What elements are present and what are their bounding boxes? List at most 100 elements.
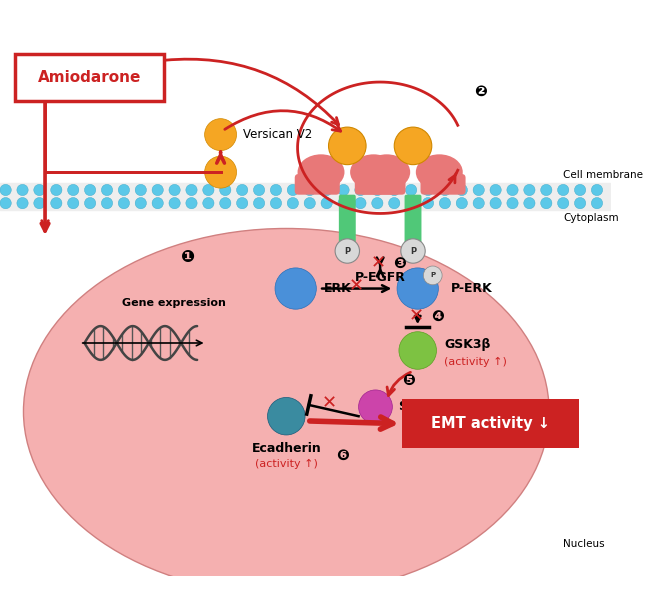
Circle shape [335,239,359,263]
Text: (activity ↑): (activity ↑) [255,459,318,469]
Circle shape [490,197,501,208]
Text: P: P [344,247,350,255]
Circle shape [220,197,231,208]
Text: Snail: Snail [398,400,433,413]
Text: EMT activity ↓: EMT activity ↓ [431,416,550,431]
Circle shape [422,184,434,195]
Ellipse shape [23,229,549,594]
Text: ✕: ✕ [408,307,423,326]
Circle shape [558,197,569,208]
Text: ❶: ❶ [181,248,195,266]
Text: ❸: ❸ [393,255,406,271]
Circle shape [287,197,298,208]
Circle shape [389,184,400,195]
Circle shape [205,119,237,150]
Circle shape [84,197,96,208]
Circle shape [169,197,180,208]
Circle shape [456,184,467,195]
FancyBboxPatch shape [294,174,340,195]
Circle shape [389,197,400,208]
Text: ✕: ✕ [349,277,364,296]
Circle shape [592,197,603,208]
Circle shape [17,184,28,195]
Circle shape [321,197,332,208]
Circle shape [304,197,315,208]
Circle shape [456,197,467,208]
Circle shape [541,184,552,195]
Circle shape [397,268,438,309]
Circle shape [186,184,197,195]
Circle shape [406,184,417,195]
Circle shape [541,197,552,208]
Circle shape [490,184,501,195]
Circle shape [203,184,214,195]
Circle shape [524,184,535,195]
Circle shape [135,184,146,195]
Circle shape [237,197,248,208]
Circle shape [17,197,28,208]
Circle shape [406,197,417,208]
Circle shape [507,184,518,195]
Circle shape [287,184,298,195]
Circle shape [186,197,197,208]
Circle shape [0,197,11,208]
Circle shape [237,184,248,195]
Text: P: P [410,247,416,255]
Circle shape [372,197,383,208]
Text: Nucleus: Nucleus [563,539,604,549]
Circle shape [270,184,281,195]
Circle shape [203,197,214,208]
Text: GSK3β: GSK3β [444,339,490,352]
Text: ✕: ✕ [322,394,337,412]
Ellipse shape [350,154,397,190]
Text: P-EGFR: P-EGFR [355,271,406,284]
Circle shape [473,184,484,195]
Text: ❺: ❺ [402,373,415,388]
FancyBboxPatch shape [361,174,406,195]
Ellipse shape [416,154,463,190]
Circle shape [355,197,366,208]
Circle shape [254,197,265,208]
Circle shape [304,184,315,195]
Circle shape [270,197,281,208]
Circle shape [395,127,432,165]
Circle shape [439,184,450,195]
Circle shape [399,331,436,369]
Circle shape [51,184,62,195]
Circle shape [268,397,305,435]
Text: Gene expression: Gene expression [122,298,226,308]
Circle shape [321,184,332,195]
Circle shape [254,184,265,195]
Text: ❻: ❻ [336,448,349,463]
Circle shape [84,184,96,195]
Circle shape [101,184,112,195]
Circle shape [118,184,129,195]
Circle shape [169,184,180,195]
Circle shape [118,197,129,208]
Circle shape [524,197,535,208]
Circle shape [68,184,79,195]
Circle shape [473,197,484,208]
Text: P: P [430,273,436,279]
Circle shape [359,390,393,424]
Text: ERK: ERK [324,282,352,295]
FancyBboxPatch shape [339,195,356,247]
Circle shape [439,197,450,208]
Ellipse shape [363,154,410,190]
Circle shape [422,197,434,208]
Text: Amiodarone: Amiodarone [38,70,141,85]
FancyBboxPatch shape [355,174,400,195]
Circle shape [34,184,45,195]
Ellipse shape [298,154,344,190]
Circle shape [152,184,163,195]
Circle shape [592,184,603,195]
Text: Cytoplasm: Cytoplasm [563,213,619,223]
FancyBboxPatch shape [15,54,164,101]
Circle shape [0,184,11,195]
Circle shape [423,266,442,285]
Text: Cell membrane: Cell membrane [563,170,644,179]
Circle shape [51,197,62,208]
Circle shape [135,197,146,208]
FancyBboxPatch shape [402,399,579,448]
Circle shape [101,197,112,208]
